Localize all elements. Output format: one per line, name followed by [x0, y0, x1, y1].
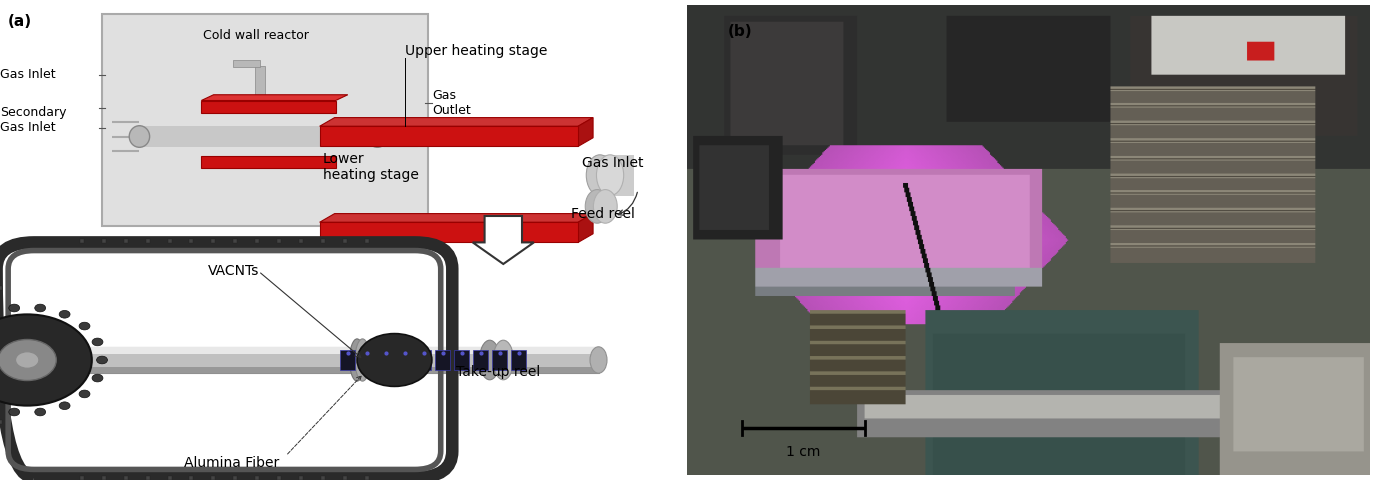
Circle shape [59, 402, 70, 409]
Ellipse shape [585, 190, 609, 223]
Polygon shape [578, 214, 594, 242]
Circle shape [34, 408, 45, 416]
Circle shape [357, 334, 431, 386]
Circle shape [92, 374, 103, 382]
Ellipse shape [367, 126, 387, 147]
Bar [7, 347, 599, 354]
Bar [341, 350, 354, 370]
FancyBboxPatch shape [102, 14, 429, 226]
Bar [416, 350, 431, 370]
Text: Cold wall reactor: Cold wall reactor [203, 29, 309, 42]
FancyArrow shape [473, 216, 534, 264]
Text: Gas Inlet: Gas Inlet [581, 156, 643, 170]
Bar [600, 155, 633, 196]
Text: Gas
Outlet: Gas Outlet [431, 89, 471, 118]
Text: 1 cm: 1 cm [786, 444, 820, 458]
Bar [7, 368, 599, 373]
Bar [397, 350, 412, 370]
Text: Upper heating stage: Upper heating stage [405, 44, 547, 58]
Circle shape [80, 390, 89, 398]
Ellipse shape [370, 339, 385, 381]
Bar [474, 350, 488, 370]
Text: Alumina Fiber: Alumina Fiber [184, 456, 279, 470]
Bar [511, 350, 526, 370]
Ellipse shape [493, 340, 514, 380]
Ellipse shape [596, 155, 624, 196]
Text: Secondary
Gas Inlet: Secondary Gas Inlet [0, 106, 66, 134]
Ellipse shape [349, 339, 364, 381]
Bar [232, 60, 260, 67]
Circle shape [59, 311, 70, 318]
Ellipse shape [587, 155, 613, 196]
Bar [320, 126, 578, 146]
Ellipse shape [129, 126, 150, 147]
Circle shape [96, 356, 107, 364]
Text: Take-up reel: Take-up reel [456, 365, 540, 379]
Polygon shape [320, 118, 594, 126]
Bar [378, 350, 393, 370]
Polygon shape [320, 214, 594, 222]
Circle shape [15, 352, 38, 368]
Bar [492, 350, 507, 370]
Ellipse shape [354, 339, 370, 381]
Text: VACNTs: VACNTs [207, 264, 258, 278]
Circle shape [80, 322, 89, 330]
Text: Gas Inlet: Gas Inlet [0, 68, 55, 81]
Bar [455, 350, 470, 370]
Bar [7, 347, 599, 373]
Text: Feed reel: Feed reel [572, 206, 635, 221]
Text: Lower
heating stage: Lower heating stage [323, 152, 419, 182]
Bar [139, 126, 378, 147]
Polygon shape [578, 118, 594, 146]
Bar [202, 100, 335, 112]
Bar [359, 350, 374, 370]
Ellipse shape [589, 347, 607, 373]
Bar [436, 350, 451, 370]
Circle shape [34, 304, 45, 312]
Circle shape [8, 304, 19, 312]
Circle shape [0, 339, 56, 381]
Text: (a): (a) [8, 14, 32, 29]
Text: (b): (b) [728, 24, 753, 38]
Circle shape [92, 338, 103, 346]
Ellipse shape [375, 339, 390, 381]
Circle shape [0, 314, 92, 406]
Circle shape [8, 408, 19, 416]
Bar [202, 156, 335, 168]
Polygon shape [202, 95, 348, 100]
Ellipse shape [480, 340, 500, 380]
Ellipse shape [594, 190, 617, 223]
Bar [256, 66, 265, 95]
Bar [320, 222, 578, 242]
